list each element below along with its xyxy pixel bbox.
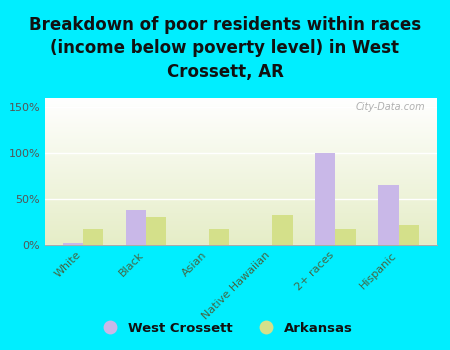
- Bar: [209, 229, 230, 245]
- Bar: [63, 243, 83, 245]
- Bar: [399, 225, 419, 245]
- Bar: [378, 185, 399, 245]
- Text: Breakdown of poor residents within races
(income below poverty level) in West
Cr: Breakdown of poor residents within races…: [29, 16, 421, 81]
- Bar: [83, 229, 103, 245]
- Bar: [315, 153, 335, 245]
- Bar: [335, 229, 356, 245]
- Bar: [126, 210, 146, 245]
- Text: City-Data.com: City-Data.com: [355, 103, 425, 112]
- Legend: West Crossett, Arkansas: West Crossett, Arkansas: [91, 316, 359, 340]
- Bar: [272, 215, 292, 245]
- Bar: [146, 217, 166, 245]
